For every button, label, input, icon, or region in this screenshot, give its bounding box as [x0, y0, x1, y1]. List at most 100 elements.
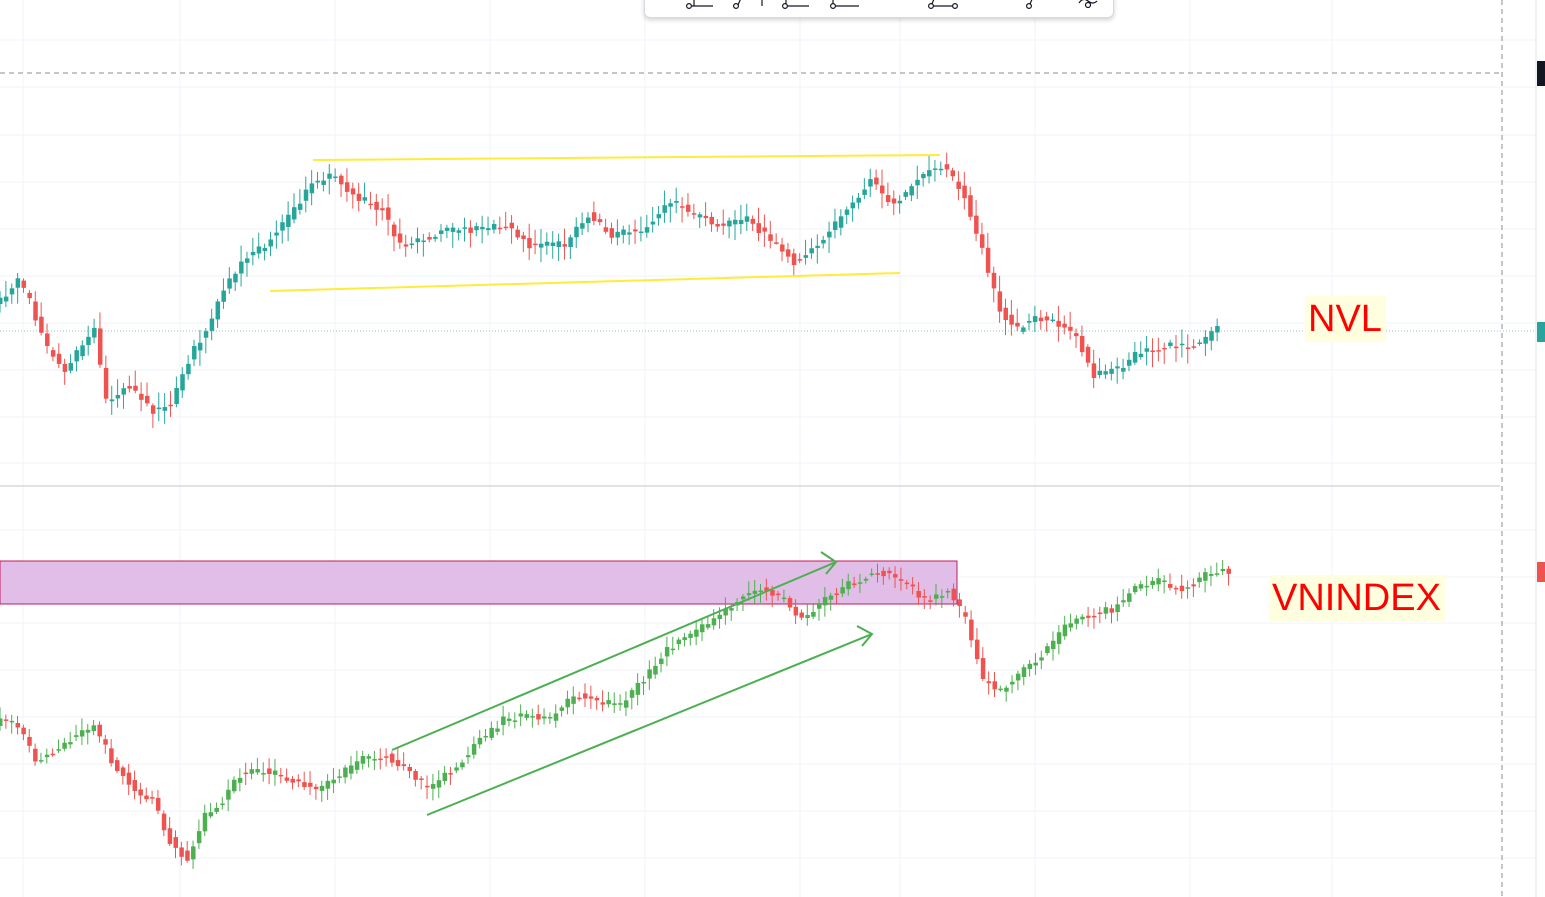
vnindex-candle[interactable]	[547, 712, 553, 724]
nvl-candle[interactable]	[544, 232, 550, 255]
vnindex-candle[interactable]	[1121, 589, 1126, 607]
vnindex-candle[interactable]	[893, 566, 898, 589]
vnindex-candle[interactable]	[33, 743, 38, 766]
vnindex-candle[interactable]	[623, 691, 629, 717]
vnindex-candle[interactable]	[401, 752, 407, 771]
nvl-candle[interactable]	[744, 203, 750, 231]
vnindex-candle[interactable]	[389, 751, 395, 767]
nvl-candle[interactable]	[286, 201, 291, 242]
nvl-candle[interactable]	[756, 207, 762, 242]
vnindex-candle[interactable]	[261, 762, 266, 782]
nvl-candle[interactable]	[638, 216, 644, 242]
nvl-candle[interactable]	[121, 382, 126, 409]
nvl-candle[interactable]	[633, 219, 638, 244]
vnindex-candle[interactable]	[278, 767, 284, 784]
vnindex-candle[interactable]	[1168, 573, 1173, 591]
nvl-candle[interactable]	[1191, 339, 1197, 350]
vnindex-candle[interactable]	[793, 599, 799, 625]
nvl-candle[interactable]	[644, 214, 650, 238]
vnindex-candle[interactable]	[565, 690, 570, 715]
vnindex-candle[interactable]	[992, 672, 998, 698]
nvl-candle[interactable]	[850, 195, 856, 222]
vnindex-candle[interactable]	[1173, 585, 1179, 595]
nvl-candle[interactable]	[862, 178, 867, 200]
vnindex-candle[interactable]	[670, 636, 676, 655]
vnindex-candle[interactable]	[1185, 580, 1191, 599]
vnindex-candle[interactable]	[705, 616, 711, 630]
vnindex-candle[interactable]	[887, 567, 892, 580]
vnindex-candle[interactable]	[618, 694, 623, 711]
nvl-candle[interactable]	[250, 237, 256, 266]
nvl-candle[interactable]	[97, 312, 103, 368]
vnindex-candle[interactable]	[354, 750, 360, 774]
nvl-candle[interactable]	[938, 161, 944, 176]
nvl-candle[interactable]	[439, 224, 444, 242]
nvl-candle[interactable]	[774, 233, 779, 245]
nvl-candle[interactable]	[1015, 308, 1020, 332]
vnindex-candle[interactable]	[928, 595, 933, 610]
vnindex-candle[interactable]	[764, 578, 769, 601]
nvl-candle[interactable]	[1150, 338, 1155, 368]
vnindex-candle[interactable]	[56, 739, 62, 753]
nvl-candle[interactable]	[1056, 305, 1061, 342]
vnindex-candle[interactable]	[255, 758, 260, 775]
settings-icon[interactable]	[1077, 0, 1099, 13]
vnindex-candle[interactable]	[822, 587, 828, 617]
nvl-candle[interactable]	[1097, 358, 1103, 379]
vnindex-candle[interactable]	[863, 576, 869, 584]
vnindex-candle[interactable]	[1021, 664, 1027, 686]
nvl-candle[interactable]	[274, 220, 279, 249]
nvl-candle[interactable]	[968, 186, 973, 221]
vnindex-candle[interactable]	[974, 627, 980, 665]
nvl-candle[interactable]	[1003, 298, 1008, 336]
nvl-candle[interactable]	[1068, 311, 1073, 340]
nvl-symbol-label[interactable]: NVL	[1305, 296, 1386, 342]
vnindex-candle[interactable]	[1086, 606, 1091, 627]
nvl-candle[interactable]	[956, 171, 961, 201]
vnindex-candle[interactable]	[1074, 615, 1079, 630]
nvl-candle[interactable]	[927, 155, 932, 184]
nvl-candle[interactable]	[450, 222, 456, 248]
nvl-candle[interactable]	[838, 209, 844, 236]
vnindex-candle[interactable]	[237, 768, 243, 792]
vnindex-candle[interactable]	[635, 673, 641, 706]
nvl-candle[interactable]	[597, 213, 603, 226]
vnindex-candle[interactable]	[1226, 565, 1232, 586]
nvl-candle[interactable]	[738, 204, 744, 235]
nvl-candle[interactable]	[1185, 334, 1191, 364]
nvl-candle[interactable]	[856, 193, 861, 209]
nvl-candle[interactable]	[1109, 361, 1114, 381]
nvl-candle[interactable]	[1156, 337, 1161, 362]
nvl-candle[interactable]	[621, 225, 626, 244]
nvl-candle[interactable]	[1074, 328, 1079, 349]
nvl-candle[interactable]	[609, 222, 615, 244]
nvl-candle[interactable]	[86, 325, 91, 356]
nvl-candle[interactable]	[415, 227, 420, 254]
nvl-candle[interactable]	[685, 193, 691, 217]
nvl-candle[interactable]	[1209, 326, 1214, 351]
nvl-candle[interactable]	[215, 298, 221, 328]
nvl-candle[interactable]	[1179, 329, 1185, 358]
nvl-candle[interactable]	[521, 231, 526, 253]
nvl-candle[interactable]	[27, 289, 32, 305]
nvl-candle[interactable]	[574, 217, 579, 248]
vnindex-candle[interactable]	[202, 804, 208, 837]
nvl-candle[interactable]	[803, 239, 809, 265]
nvl-candle[interactable]	[0, 291, 3, 313]
nvl-candle[interactable]	[339, 173, 344, 198]
vnindex-candle[interactable]	[676, 637, 682, 651]
vnindex-candle[interactable]	[103, 735, 108, 754]
nvl-candle[interactable]	[932, 159, 938, 182]
extended-line-icon[interactable]	[829, 0, 861, 13]
nvl-candle[interactable]	[1126, 352, 1132, 372]
nvl-candle[interactable]	[1062, 315, 1067, 335]
vnindex-candle[interactable]	[583, 683, 588, 707]
vnindex-candle[interactable]	[986, 671, 992, 695]
nvl-candle[interactable]	[668, 198, 673, 223]
vnindex-candle[interactable]	[1138, 580, 1144, 592]
vnindex-candle[interactable]	[1056, 625, 1062, 655]
vnindex-candle[interactable]	[542, 708, 547, 725]
vnindex-candle[interactable]	[828, 592, 834, 611]
vnindex-candle[interactable]	[0, 707, 3, 731]
